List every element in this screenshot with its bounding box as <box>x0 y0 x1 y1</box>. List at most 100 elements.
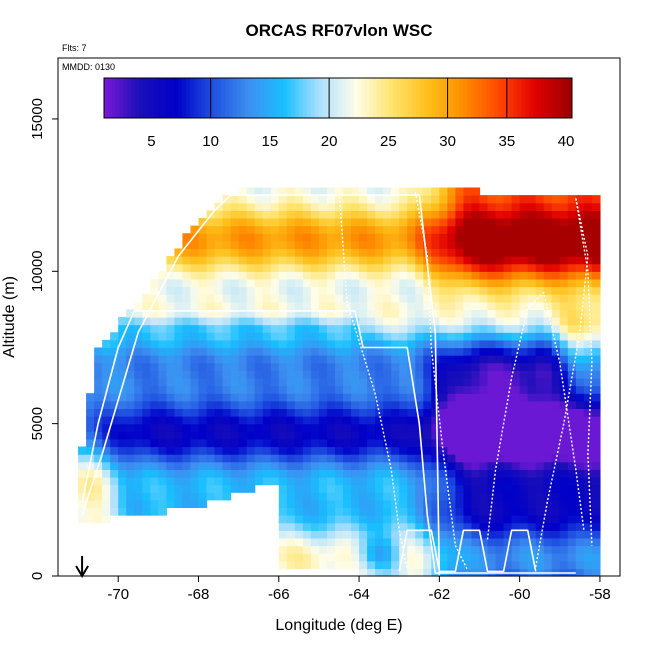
heatmap-cell <box>575 324 585 333</box>
heatmap-cell <box>447 187 457 196</box>
heatmap-cell <box>198 263 208 272</box>
heatmap-cell <box>150 438 159 448</box>
heatmap-cell <box>487 461 497 470</box>
heatmap-cell <box>479 446 489 455</box>
heatmap-cell <box>334 484 344 493</box>
heatmap-cell <box>166 461 176 470</box>
heatmap-cell <box>278 355 288 364</box>
heatmap-cell <box>190 446 200 455</box>
heatmap-cell <box>463 309 473 318</box>
heatmap-cell <box>511 545 521 554</box>
heatmap-cell <box>126 332 135 341</box>
heatmap-cell <box>326 416 336 425</box>
heatmap-cell <box>455 210 465 219</box>
heatmap-cell <box>150 309 159 318</box>
heatmap-cell <box>294 446 304 455</box>
heatmap-cell <box>238 187 248 196</box>
heatmap-cell <box>367 537 376 547</box>
heatmap-cell <box>367 438 376 448</box>
heatmap-cell <box>326 309 336 318</box>
heatmap-cell <box>78 469 87 478</box>
heatmap-cell <box>110 446 119 455</box>
heatmap-cell <box>150 423 159 432</box>
heatmap-cell <box>551 324 561 333</box>
heatmap-cell <box>310 309 320 318</box>
heatmap-cell <box>551 522 561 531</box>
heatmap-cell <box>198 294 208 303</box>
heatmap-cell <box>455 271 465 280</box>
heatmap-cell <box>142 294 151 303</box>
heatmap-cell <box>447 240 457 250</box>
heatmap-cell <box>423 484 432 493</box>
heatmap-cell <box>343 560 352 569</box>
heatmap-cell <box>310 256 320 265</box>
heatmap-cell <box>543 362 553 371</box>
heatmap-cell <box>318 377 328 387</box>
heatmap-cell <box>431 553 440 562</box>
heatmap-cell <box>302 400 312 410</box>
heatmap-cell <box>479 332 489 341</box>
heatmap-cell <box>503 416 513 425</box>
heatmap-cell <box>399 393 408 402</box>
heatmap-cell <box>471 545 481 554</box>
heatmap-cell <box>423 332 432 341</box>
flight-track-line <box>414 191 469 571</box>
heatmap-cell <box>423 560 432 569</box>
heatmap-cell <box>142 362 151 371</box>
heatmap-cell <box>286 530 296 539</box>
heatmap-cell <box>583 423 593 432</box>
heatmap-cell <box>134 370 143 379</box>
heatmap-cell <box>487 355 497 364</box>
heatmap-cell <box>278 545 288 554</box>
heatmap-cell <box>511 309 521 318</box>
colorbar-segment <box>224 78 230 118</box>
heatmap-cell <box>351 530 360 539</box>
heatmap-cell <box>479 484 489 493</box>
heatmap-cell <box>463 515 473 524</box>
heatmap-cell <box>326 210 336 219</box>
heatmap-cell <box>254 408 264 417</box>
heatmap-cell <box>383 553 392 562</box>
heatmap-cell <box>527 431 537 440</box>
heatmap-cell <box>238 461 248 470</box>
heatmap-cell <box>150 286 159 295</box>
heatmap-cell <box>471 553 481 562</box>
heatmap-cell <box>174 377 184 387</box>
heatmap-cell <box>583 355 593 364</box>
heatmap-cell <box>591 195 601 204</box>
heatmap-cell <box>375 431 384 440</box>
heatmap-cell <box>166 332 176 341</box>
heatmap-cell <box>543 332 553 341</box>
heatmap-cell <box>423 499 432 509</box>
heatmap-cell <box>407 210 416 219</box>
heatmap-cell <box>543 507 553 516</box>
heatmap-cell <box>286 225 296 234</box>
heatmap-cell <box>375 492 384 501</box>
heatmap-cell <box>383 210 392 219</box>
heatmap-cell <box>455 454 465 463</box>
colorbar-segment <box>119 78 124 118</box>
heatmap-cell <box>375 507 384 516</box>
colorbar-segment <box>482 78 487 118</box>
heatmap-cell <box>391 377 400 387</box>
heatmap-cell <box>206 400 216 410</box>
heatmap-cell <box>182 263 192 272</box>
heatmap-cell <box>399 217 408 227</box>
heatmap-cell <box>326 423 336 432</box>
heatmap-cell <box>519 301 529 310</box>
heatmap-cell <box>399 294 408 303</box>
heatmap-cell <box>567 195 577 204</box>
heatmap-cell <box>359 347 368 356</box>
heatmap-cell <box>351 454 360 463</box>
colorbar-segment <box>470 78 475 118</box>
heatmap-cell <box>463 202 473 211</box>
heatmap-cell <box>551 286 561 295</box>
heatmap-cell <box>174 294 184 303</box>
heatmap-cell <box>367 301 376 310</box>
heatmap-cell <box>455 256 465 265</box>
heatmap-cell <box>471 400 481 410</box>
heatmap-cell <box>559 370 569 379</box>
heatmap-cell <box>182 431 192 440</box>
heatmap-cell <box>351 515 360 524</box>
heatmap-cell <box>495 530 505 539</box>
